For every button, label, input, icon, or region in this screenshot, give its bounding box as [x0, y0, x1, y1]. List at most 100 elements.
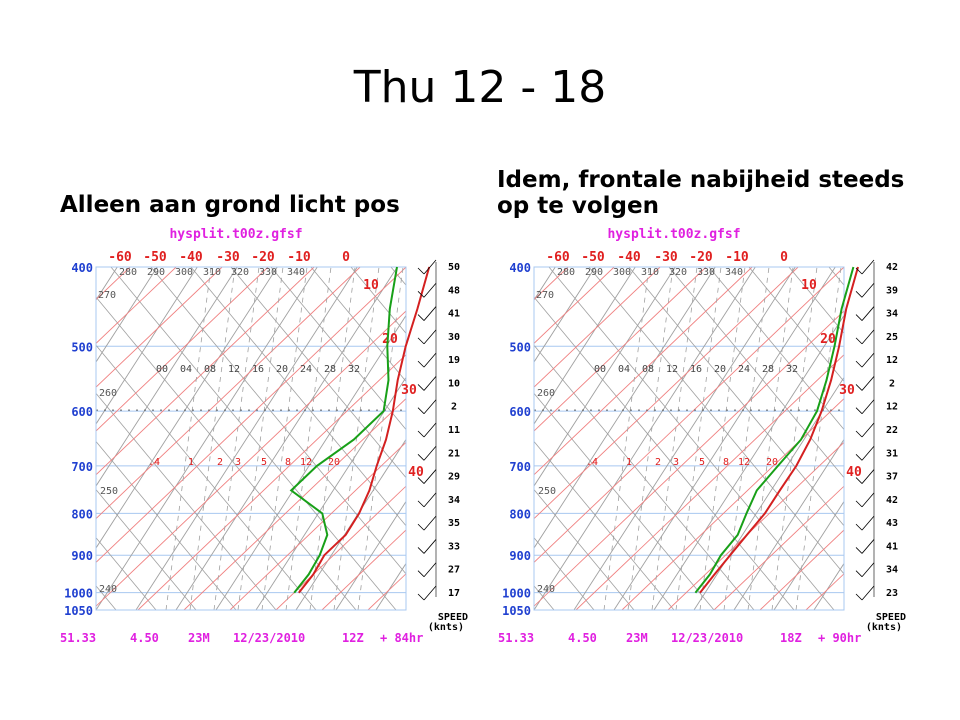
moist-adiabat [534, 440, 675, 610]
wind-barb [423, 376, 437, 391]
mixing-ratio-label: 12 [738, 457, 750, 468]
temp-tick-label: -10 [725, 250, 749, 265]
mixing-ratio-line [771, 267, 818, 610]
mixing-ratio-label: 3 [235, 457, 241, 468]
pressure-tick-label: 500 [71, 340, 93, 354]
wind-speed-label: 34 [886, 309, 898, 320]
isotherm [229, 441, 406, 610]
isotherm [534, 267, 569, 301]
wind-barb [423, 446, 437, 461]
footer-field: 23M [188, 631, 210, 645]
theta-label: 250 [538, 486, 556, 497]
wind-barb-flag [417, 291, 425, 298]
skewt-chart-left: hysplit.t00z.gfsf-60 -50 -40 -30 -20 -10 01020… [60, 227, 468, 645]
wind-barb-flag [855, 360, 863, 368]
mixing-ratio-label: 12 [300, 457, 312, 468]
isotherm [96, 267, 177, 344]
moist-adiabat [310, 267, 406, 383]
chart-title: hysplit.t00z.gfsf [607, 227, 740, 242]
isotherm [759, 529, 844, 610]
footer-field: 12Z [342, 631, 364, 645]
wind-barb-flag [855, 267, 863, 275]
temp-tick-label: -30 [216, 250, 240, 265]
wind-barb [423, 422, 437, 438]
right-caption: Idem, frontale nabijheid steeds op te vo… [497, 167, 905, 219]
footer-field: + 90hr [818, 631, 861, 645]
moist-adiabat [628, 267, 844, 527]
isotherm [534, 310, 844, 607]
isotherm [137, 354, 406, 610]
moist-adiabat [96, 440, 237, 610]
mixing-ratio-label: 2 [217, 457, 223, 468]
dry-adiabat [534, 267, 676, 487]
theta-label: 240 [99, 584, 117, 595]
temp-tick-label: 10 [363, 278, 379, 293]
moist-adiabat [534, 537, 595, 610]
wind-barb-flag [855, 314, 863, 321]
wind-barb [423, 399, 437, 414]
wind-barb-flag [855, 477, 863, 484]
moist-adiabat [828, 267, 844, 286]
wind-barb-flag [417, 407, 425, 414]
dry-adiabat [96, 267, 158, 363]
temp-tick-label: 10 [801, 278, 817, 293]
dry-adiabat [96, 267, 198, 425]
mixing-ratio-label: 00 [156, 364, 168, 375]
dry-adiabat [534, 267, 756, 610]
theta-label: 320 [669, 267, 687, 278]
wind-barb-flag [855, 593, 863, 601]
dry-adiabat [733, 438, 844, 610]
mixing-ratio-line [309, 267, 356, 610]
wind-barb [423, 515, 437, 531]
theta-label: 260 [99, 388, 117, 399]
wind-speed-label: 27 [448, 565, 460, 576]
isotherm [534, 267, 661, 388]
footer-field: 18Z [780, 631, 802, 645]
wind-speed-label: 34 [886, 565, 898, 576]
temp-tick-label: 0 [780, 250, 788, 265]
wind-barb-flag [855, 570, 863, 577]
wind-barb [861, 376, 875, 391]
left-caption: Alleen aan grond licht pos [60, 192, 400, 218]
pressure-tick-label: 900 [509, 549, 531, 563]
wind-barb-flag [417, 430, 425, 438]
isotherm [321, 529, 406, 610]
wind-speed-label: 21 [448, 448, 460, 459]
mixing-ratio-label: 24 [738, 364, 750, 375]
wind-barb [423, 492, 437, 508]
theta-label: 310 [203, 267, 221, 278]
mixing-ratio-label: 28 [762, 364, 774, 375]
mixing-ratio-line [189, 267, 236, 610]
mixing-ratio-label: 5 [261, 457, 267, 468]
wind-barb [861, 399, 875, 414]
wind-speed-label: 25 [886, 332, 898, 343]
wind-barb-flag [417, 593, 425, 601]
wind-barb-flag [855, 291, 863, 298]
wind-speed-label: 2 [889, 378, 895, 389]
moist-adiabat [96, 489, 197, 610]
pressure-tick-label: 800 [71, 507, 93, 521]
plot-frame [95, 266, 407, 611]
mixing-ratio-label: 12 [666, 364, 678, 375]
pressure-tick-label: 900 [71, 549, 93, 563]
mixing-ratio-label: 8 [285, 457, 291, 468]
wind-barb [423, 562, 437, 577]
dry-adiabat [175, 267, 398, 610]
mixing-ratio-line [627, 267, 674, 610]
mixing-ratio-label: 1 [626, 457, 632, 468]
mixing-ratio-label: 20 [276, 364, 288, 375]
wind-barb [423, 306, 437, 321]
mixing-ratio-label: 20 [766, 457, 778, 468]
moist-adiabat [748, 267, 844, 383]
temp-tick-label: -50 [581, 250, 605, 265]
mixing-ratio-line [675, 267, 722, 610]
moist-adiabat [230, 267, 406, 479]
wind-barb [861, 329, 875, 345]
wind-barb-flag [417, 384, 425, 391]
wind-barb-flag [855, 407, 863, 414]
mixing-ratio-label: 32 [348, 364, 360, 375]
wind-barb-flag [855, 547, 863, 554]
pressure-tick-label: 1000 [64, 587, 93, 601]
isotherm [852, 267, 916, 610]
moist-adiabat [708, 267, 844, 431]
